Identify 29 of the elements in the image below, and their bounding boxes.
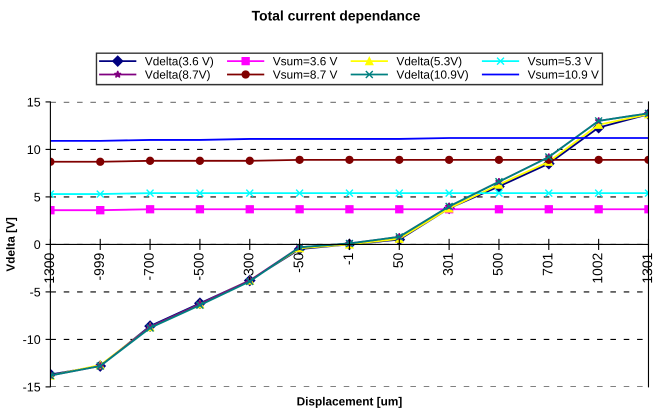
x-tick-label: -1 — [343, 253, 354, 264]
y-tick-label: -15 — [23, 382, 40, 392]
x-axis-title: Displacement [um] — [297, 396, 402, 408]
legend-label: Vsum=3.6 V — [272, 57, 338, 66]
legend-label: Vdelta(5.3V) — [396, 56, 462, 68]
legend-label: Vsum=8.7 V — [272, 70, 338, 79]
legend-label: Vsum=5.3 V — [528, 57, 592, 66]
legend-label: Vsum=10.9 V — [528, 70, 599, 79]
x-tick-label: -50 — [293, 253, 304, 272]
x-tick-label: -700 — [144, 253, 154, 280]
x-tick-label: 50 — [393, 253, 404, 268]
legend-label: Vdelta(3.6 V) — [144, 56, 214, 68]
x-tick-label: -300 — [244, 253, 254, 280]
y-tick-label: 0 — [34, 240, 40, 250]
chart-title: Total current dependance — [252, 10, 420, 24]
y-tick-label: 10 — [28, 145, 40, 154]
y-tick-label: 15 — [28, 98, 40, 107]
legend-label: Vdelta(10.9V) — [396, 70, 468, 82]
x-tick-label: 701 — [542, 253, 553, 276]
y-axis-title: Vdelta [V] — [6, 218, 18, 272]
y-tick-label: -5 — [30, 288, 40, 297]
x-tick-label: 500 — [492, 253, 503, 276]
y-tick-label: -10 — [23, 335, 40, 344]
x-tick-label: 1002 — [592, 253, 602, 283]
y-tick-label: 5 — [34, 192, 40, 202]
x-tick-label: -500 — [194, 253, 204, 280]
legend-label: Vdelta(8.7V) — [144, 70, 210, 82]
x-tick-label: 301 — [443, 253, 453, 276]
x-tick-label: -999 — [94, 253, 104, 280]
